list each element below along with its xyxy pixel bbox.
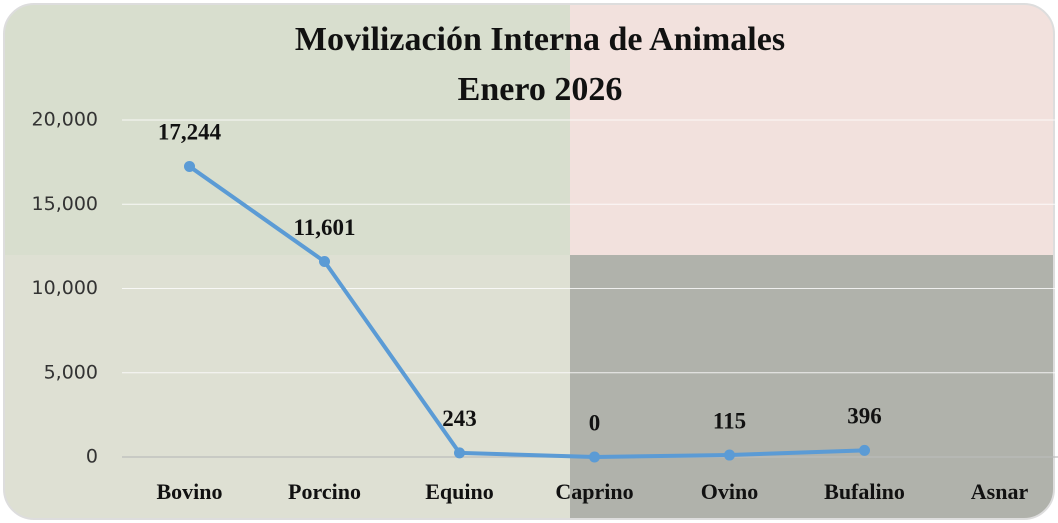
data-label: 0: [589, 410, 601, 435]
x-tick-label: Bovino: [156, 479, 222, 504]
point: [724, 450, 735, 461]
data-label: 396: [847, 404, 882, 429]
x-tick-label: Ovino: [701, 479, 758, 504]
y-tick-label: 20,000: [32, 109, 98, 131]
point: [859, 445, 870, 456]
y-tick-label: 15,000: [32, 193, 98, 215]
chart-title: Movilización Interna de Animales: [295, 21, 785, 58]
data-label: 17,244: [158, 120, 222, 145]
chart: Movilización Interna de Animales Enero 2…: [0, 0, 1058, 523]
y-tick-label: 10,000: [32, 277, 98, 299]
y-tick-label: 0: [86, 446, 98, 468]
point: [454, 447, 465, 458]
point: [319, 256, 330, 267]
x-tick-label: Porcino: [288, 479, 361, 504]
point: [184, 161, 195, 172]
x-tick-label: Equino: [425, 479, 494, 504]
data-label: 115: [713, 408, 746, 433]
point: [589, 452, 600, 463]
data-label: 11,601: [294, 215, 356, 240]
x-tick-label: Asnar: [971, 479, 1029, 504]
y-tick-label: 5,000: [44, 361, 98, 383]
x-tick-label: Bufalino: [824, 479, 905, 504]
chart-subtitle: Enero 2026: [458, 71, 623, 108]
data-label: 243: [442, 406, 477, 431]
x-tick-label: Caprino: [555, 479, 633, 504]
